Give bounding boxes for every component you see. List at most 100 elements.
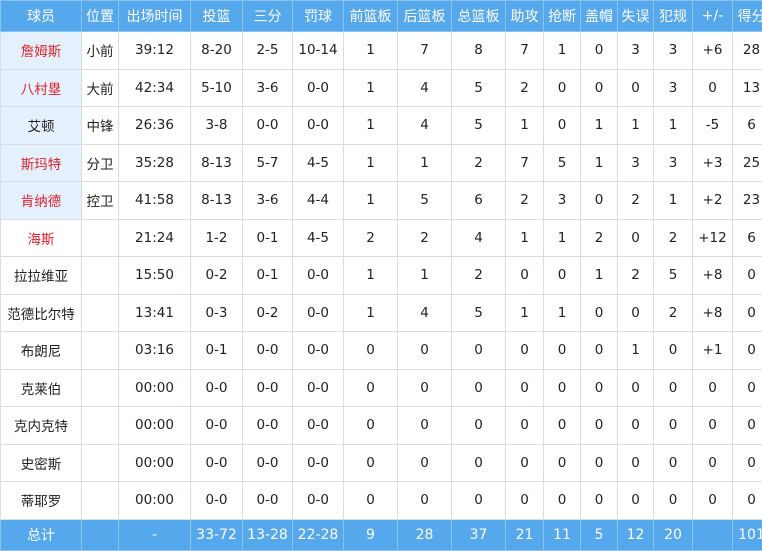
stat-cell: 0 <box>544 332 581 370</box>
player-name: 蒂耶罗 <box>1 482 82 520</box>
column-header[interactable]: 盖帽 <box>581 1 618 32</box>
stat-cell: 2-5 <box>243 32 293 70</box>
column-header[interactable]: 抢断 <box>544 1 581 32</box>
column-header[interactable]: 总篮板 <box>452 1 506 32</box>
column-header[interactable]: 犯规 <box>654 1 693 32</box>
stat-cell: 0 <box>733 332 762 370</box>
stat-cell: +2 <box>693 182 733 220</box>
stat-cell: 0-0 <box>191 482 243 520</box>
stat-cell: +8 <box>693 257 733 295</box>
stat-cell: 4-5 <box>293 219 344 257</box>
stat-cell: 0 <box>452 407 506 445</box>
stat-cell: 0 <box>618 482 654 520</box>
column-header[interactable]: 助攻 <box>506 1 544 32</box>
stat-cell: 0 <box>654 332 693 370</box>
player-name[interactable]: 詹姆斯 <box>1 32 82 70</box>
player-name: 拉拉维亚 <box>1 257 82 295</box>
stat-cell: 0-0 <box>243 107 293 145</box>
stat-cell: 3-6 <box>243 69 293 107</box>
stat-cell: 0 <box>693 482 733 520</box>
player-name[interactable]: 八村塁 <box>1 69 82 107</box>
stat-cell: 1 <box>654 107 693 145</box>
stat-cell: 0 <box>733 444 762 482</box>
player-name: 范德比尔特 <box>1 294 82 332</box>
player-name: 艾顿 <box>1 107 82 145</box>
stat-cell: 0-1 <box>191 332 243 370</box>
stat-cell: 03:16 <box>119 332 191 370</box>
column-header[interactable]: 三分 <box>243 1 293 32</box>
stat-cell: 4 <box>452 219 506 257</box>
stat-cell: 0-0 <box>293 407 344 445</box>
column-header[interactable]: 失误 <box>618 1 654 32</box>
stat-cell: +8 <box>693 294 733 332</box>
stat-cell <box>82 369 119 407</box>
column-header[interactable]: 投篮 <box>191 1 243 32</box>
stat-cell: +1 <box>693 332 733 370</box>
stat-cell: 0 <box>654 482 693 520</box>
stat-cell: 3 <box>544 182 581 220</box>
stat-cell: 0 <box>506 332 544 370</box>
stat-cell: 0 <box>654 444 693 482</box>
player-name[interactable]: 肯纳德 <box>1 182 82 220</box>
stat-cell: 2 <box>618 257 654 295</box>
stat-cell: 0 <box>506 482 544 520</box>
stat-cell: 35:28 <box>119 144 191 182</box>
stat-cell: 1 <box>344 144 398 182</box>
stat-cell: 5 <box>452 107 506 145</box>
stat-cell: 3-8 <box>191 107 243 145</box>
stat-cell: 0 <box>344 482 398 520</box>
stat-cell: 0 <box>693 69 733 107</box>
player-name[interactable]: 海斯 <box>1 219 82 257</box>
stat-cell: 0 <box>506 257 544 295</box>
stat-cell: 0 <box>452 369 506 407</box>
total-cell <box>693 519 733 550</box>
stat-cell: 2 <box>344 219 398 257</box>
total-cell <box>82 519 119 550</box>
stat-cell: 0 <box>544 444 581 482</box>
stat-cell: 2 <box>506 69 544 107</box>
stat-cell: 0 <box>733 482 762 520</box>
stat-cell: 5-10 <box>191 69 243 107</box>
player-name[interactable]: 斯玛特 <box>1 144 82 182</box>
stat-cell: 4-4 <box>293 182 344 220</box>
total-cell: 28 <box>398 519 452 550</box>
stat-cell: 7 <box>506 32 544 70</box>
stat-cell: 0 <box>506 369 544 407</box>
stat-cell: 1 <box>544 32 581 70</box>
stat-cell: 1 <box>506 219 544 257</box>
total-cell: 21 <box>506 519 544 550</box>
stat-cell: 1 <box>344 257 398 295</box>
stat-cell: 1 <box>581 107 618 145</box>
column-header[interactable]: 后篮板 <box>398 1 452 32</box>
stat-cell: 0-0 <box>293 369 344 407</box>
stat-cell: 0-0 <box>191 407 243 445</box>
stat-cell: 1 <box>618 332 654 370</box>
stat-cell: 0 <box>544 369 581 407</box>
stat-cell: 0-2 <box>243 294 293 332</box>
stat-cell: 0-1 <box>243 257 293 295</box>
column-header[interactable]: 出场时间 <box>119 1 191 32</box>
column-header[interactable]: 位置 <box>82 1 119 32</box>
total-cell: 101 <box>733 519 762 550</box>
column-header[interactable]: 前篮板 <box>344 1 398 32</box>
stat-cell: 0 <box>506 407 544 445</box>
stat-cell: 0-3 <box>191 294 243 332</box>
stat-cell: 2 <box>452 144 506 182</box>
stat-cell: 1 <box>506 107 544 145</box>
stat-cell: 0 <box>398 482 452 520</box>
column-header[interactable]: +/- <box>693 1 733 32</box>
stat-cell: 2 <box>654 294 693 332</box>
stat-cell: 39:12 <box>119 32 191 70</box>
column-header[interactable]: 得分 <box>733 1 762 32</box>
stat-cell: 7 <box>398 32 452 70</box>
column-header[interactable]: 罚球 <box>293 1 344 32</box>
column-header[interactable]: 球员 <box>1 1 82 32</box>
stat-cell: 0 <box>581 369 618 407</box>
total-cell: 13-28 <box>243 519 293 550</box>
stat-cell: 1 <box>398 144 452 182</box>
